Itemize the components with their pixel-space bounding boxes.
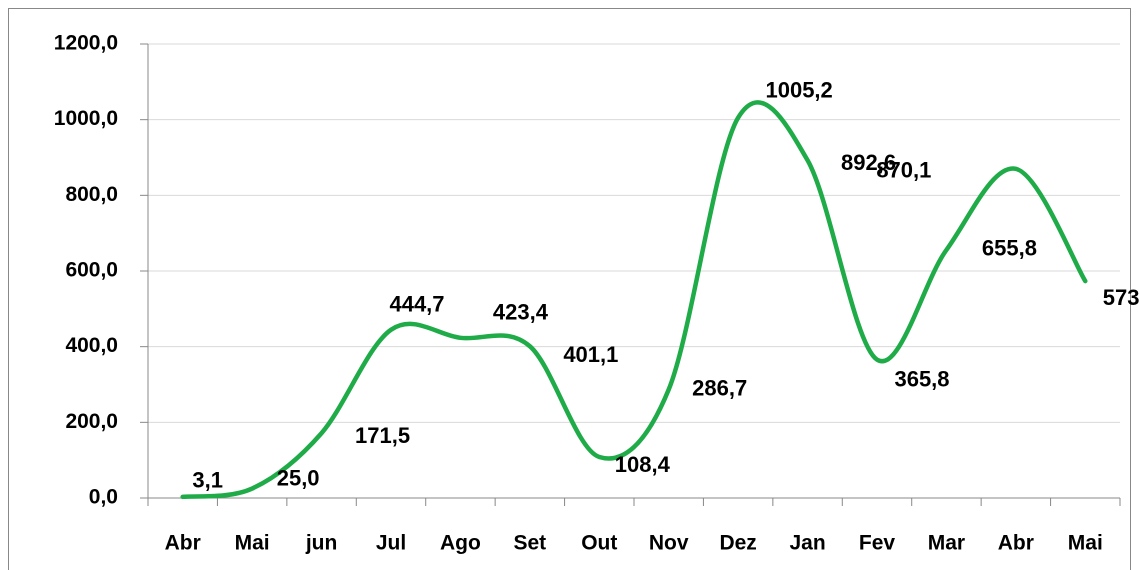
data-label: 573,3: [1103, 285, 1139, 310]
x-tick-label: Mai: [235, 532, 270, 555]
y-tick-label: 1200,0: [54, 32, 118, 55]
x-tick-label: Fev: [859, 532, 896, 555]
x-tick-label: Mar: [928, 532, 965, 555]
data-label: 286,7: [692, 375, 747, 400]
data-label: 892,6: [841, 150, 896, 175]
x-tick-label: Abr: [998, 532, 1034, 555]
x-tick-label: Set: [514, 532, 547, 555]
data-label: 171,5: [355, 423, 410, 448]
x-tick-label: Out: [581, 532, 617, 555]
y-tick-label: 400,0: [65, 334, 118, 357]
data-label: 870,1: [876, 158, 931, 183]
x-tick-label: Ago: [440, 532, 481, 555]
data-label: 444,7: [389, 292, 444, 317]
x-tick-label: Jul: [376, 532, 406, 555]
x-tick-label: Mai: [1068, 532, 1103, 555]
data-label: 25,0: [277, 465, 320, 490]
data-label: 3,1: [192, 468, 223, 493]
y-tick-label: 0,0: [89, 486, 118, 509]
x-tick-label: Abr: [165, 532, 201, 555]
data-label: 1005,2: [765, 78, 832, 103]
x-tick-label: Jan: [789, 532, 825, 555]
y-tick-label: 1000,0: [54, 107, 118, 130]
chart-frame: [8, 8, 1131, 570]
data-label: 423,4: [493, 300, 549, 325]
x-tick-label: Nov: [649, 532, 689, 555]
data-label: 365,8: [894, 366, 949, 391]
data-label: 401,1: [563, 342, 618, 367]
y-tick-label: 600,0: [65, 259, 118, 282]
data-label: 108,4: [615, 452, 671, 477]
y-tick-label: 800,0: [65, 183, 118, 206]
x-tick-label: Dez: [719, 532, 756, 555]
data-label: 655,8: [982, 236, 1037, 261]
x-tick-label: jun: [305, 532, 338, 555]
data-line: [180, 100, 1088, 500]
y-tick-label: 200,0: [65, 410, 118, 433]
